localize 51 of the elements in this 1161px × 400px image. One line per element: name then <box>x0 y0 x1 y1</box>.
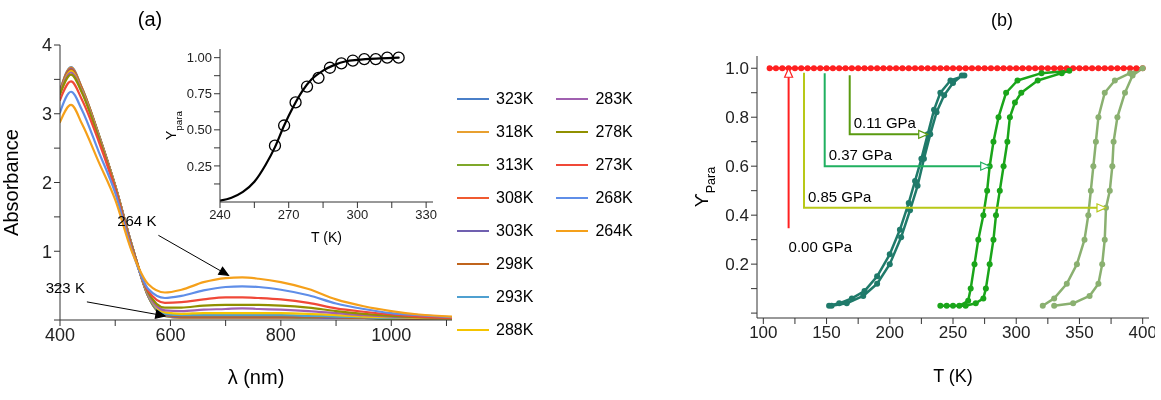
y-axis-title: Absorbance <box>0 129 22 236</box>
annotation: 323 K <box>45 278 85 296</box>
legend-label: 288K <box>496 320 534 339</box>
annotation: 0.00 GPa <box>788 238 853 256</box>
legend-label: 318K <box>496 122 534 141</box>
legend-label: 303K <box>496 221 534 240</box>
x-tick-label: 400 <box>44 324 76 345</box>
legend-label: 273K <box>595 155 633 174</box>
y-tick-label: 0.75 <box>186 86 212 102</box>
x-tick-label: 350 <box>1065 323 1094 343</box>
chart-title: (b) <box>991 10 1013 30</box>
legend-label: 298K <box>496 254 534 273</box>
y-tick-label: 1.00 <box>186 50 212 66</box>
y-tick-label: 0.50 <box>186 122 212 138</box>
x-tick-label: 300 <box>346 207 369 223</box>
legend-label: 323K <box>496 89 534 108</box>
x-tick-label: 150 <box>812 323 841 343</box>
y-tick-label: 1.0 <box>725 59 749 79</box>
legend-label: 313K <box>496 155 534 174</box>
legend-label: 308K <box>496 188 534 207</box>
x-tick-label: 800 <box>265 324 296 345</box>
legend-label: 268K <box>595 188 633 207</box>
x-axis-title: T (K) <box>311 229 342 245</box>
y-tick-label: 2 <box>41 172 52 193</box>
y-tick-label: 0.2 <box>725 255 749 275</box>
y-tick-label: 0.6 <box>725 157 749 177</box>
x-tick-label: 600 <box>155 324 186 345</box>
y-tick-label: 0.8 <box>725 108 749 128</box>
x-tick-label: 330 <box>415 207 437 223</box>
annotation: 0.11 GPa <box>853 114 917 132</box>
x-tick-label: 240 <box>209 207 231 223</box>
x-tick-label: 200 <box>875 323 904 343</box>
legend-label: 283K <box>595 89 633 108</box>
y-tick-label: 1 <box>41 241 52 262</box>
x-axis-title: T (K) <box>933 366 973 386</box>
y-tick-label: 4 <box>41 35 52 56</box>
annotation: 0.37 GPa <box>828 146 893 164</box>
legend-label: 293K <box>496 287 534 306</box>
x-tick-label: 100 <box>749 323 778 343</box>
chart-title: (a) <box>137 8 163 30</box>
x-tick-label: 270 <box>277 207 300 223</box>
y-tick-label: 3 <box>41 104 52 125</box>
y-tick-label: 0.25 <box>186 158 212 174</box>
x-tick-label: 300 <box>1002 323 1031 343</box>
x-tick-label: 250 <box>938 323 968 343</box>
legend-label: 264K <box>595 221 633 240</box>
x-tick-label: 1000 <box>371 324 412 345</box>
annotation: 0.85 GPa <box>808 187 873 205</box>
y-tick-label: 0.4 <box>725 206 749 226</box>
x-axis-title: λ (nm) <box>227 366 285 388</box>
legend-label: 278K <box>595 122 633 141</box>
